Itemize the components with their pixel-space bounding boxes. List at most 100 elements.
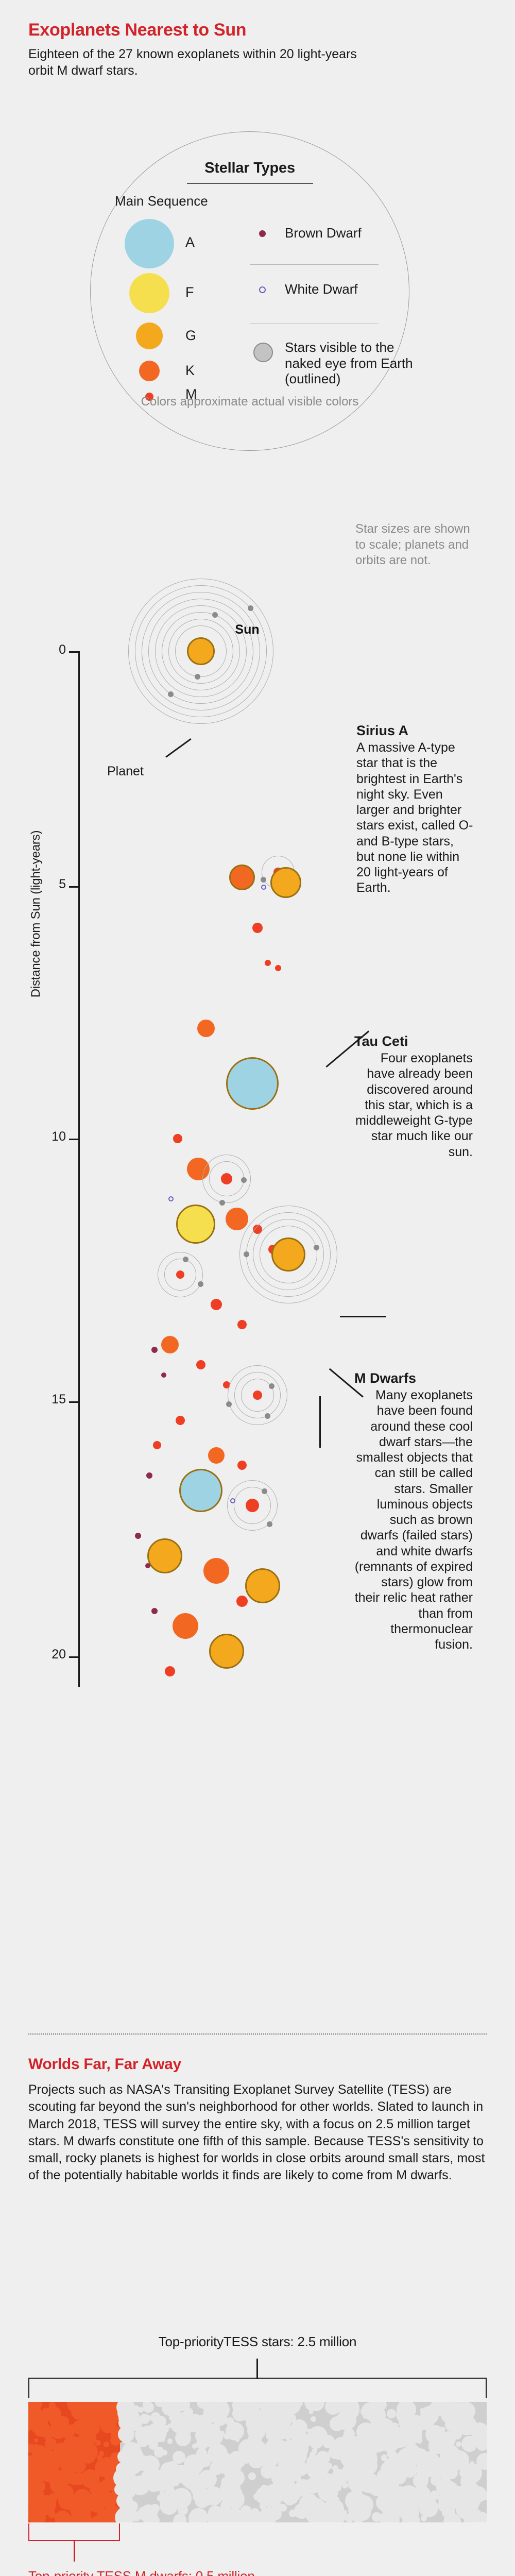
m-dwarf-bubble xyxy=(71,2473,82,2485)
star-bubble xyxy=(311,2416,316,2422)
star-bubble xyxy=(188,2510,205,2522)
star-bubble xyxy=(246,2409,258,2421)
star-bubble xyxy=(196,2437,209,2450)
tau-ceti-star-leader-line xyxy=(340,1316,386,1317)
star-bubble xyxy=(154,2402,165,2407)
outlined-star-icon xyxy=(253,343,273,362)
star-bubble xyxy=(420,2515,427,2522)
m-dwarf-bubble xyxy=(92,2515,105,2522)
m-dwarf-bubble xyxy=(37,2495,56,2515)
star-bubble xyxy=(174,2514,186,2522)
star-bubble xyxy=(265,2437,282,2454)
star-bubble xyxy=(304,2402,322,2412)
star-bubble xyxy=(476,2512,487,2522)
m-dwarf-bubble xyxy=(72,2419,88,2435)
m-dwarf-bubble xyxy=(89,2444,97,2452)
star-bubble xyxy=(124,2421,129,2426)
star-f xyxy=(176,1205,215,1244)
legend-item-brown-dwarf: Brown Dwarf xyxy=(250,219,409,273)
legend-item-a: A xyxy=(113,219,247,272)
star-bubble xyxy=(195,2493,210,2509)
m-dwarf-bubble xyxy=(102,2510,114,2521)
star-bubble xyxy=(447,2421,455,2430)
star-m xyxy=(265,959,271,966)
star-bubble xyxy=(371,2428,387,2444)
axis-tick-label-10: 10 xyxy=(52,1129,66,1144)
planet-label: Planet xyxy=(107,764,144,778)
axis-tick-label-15: 15 xyxy=(52,1392,66,1406)
star-bubble xyxy=(461,2435,478,2452)
m-dwarf-bubble xyxy=(105,2415,115,2425)
star-bubble xyxy=(442,2444,448,2451)
star-g-sun xyxy=(187,637,215,665)
star-bubble xyxy=(252,2507,258,2514)
star-m xyxy=(221,1173,232,1185)
legend-title-underline xyxy=(187,183,313,184)
footer-title: Worlds Far, Far Away xyxy=(28,2056,181,2073)
star-bubble xyxy=(254,2442,267,2454)
star-dot-m-icon xyxy=(145,393,153,401)
footer-body: Projects such as NASA's Transiting Exopl… xyxy=(28,2082,485,2183)
tess-bar xyxy=(28,2402,487,2522)
planet-dot xyxy=(226,1401,232,1408)
legend-letter-k: K xyxy=(185,363,195,378)
star-bubble xyxy=(272,2413,291,2432)
star-k xyxy=(203,1558,229,1584)
star-bubble xyxy=(197,2453,211,2467)
star-bubble xyxy=(396,2432,404,2439)
brown-dwarf-marker xyxy=(161,1372,166,1378)
brown-dwarf-marker xyxy=(151,1608,158,1615)
axis-tick-5 xyxy=(69,886,79,888)
star-bubble xyxy=(197,2402,210,2409)
tess-total-label: Top-priorityTESS stars: 2.5 million xyxy=(158,2334,357,2349)
m-dwarf-bubble xyxy=(35,2421,50,2437)
axis-tick-label-0: 0 xyxy=(59,642,66,657)
star-bubble xyxy=(307,2429,319,2442)
star-bubble xyxy=(364,2464,372,2473)
star-bubble xyxy=(423,2408,430,2415)
star-g xyxy=(209,1634,244,1669)
callout-tau-ceti-heading: Tau Ceti xyxy=(354,1033,408,1049)
legend-title: Stellar Types xyxy=(204,160,295,176)
star-g xyxy=(270,867,301,898)
legend-item-naked-eye: Stars visible to the naked eye from Eart… xyxy=(250,332,413,399)
star-bubble xyxy=(430,2490,440,2500)
white-dwarf-ring-icon xyxy=(259,286,266,293)
star-bubble xyxy=(159,2496,178,2515)
star-bubble xyxy=(279,2504,287,2512)
legend-letter-m: M xyxy=(185,386,197,402)
m-dwarf-bubble xyxy=(97,2455,102,2461)
star-m xyxy=(236,1595,248,1607)
star-bubble xyxy=(449,2490,468,2510)
star-bubble xyxy=(239,2505,252,2517)
orbit-ring xyxy=(239,1205,337,1303)
star-dot-a-icon xyxy=(125,219,174,268)
star-bubble xyxy=(388,2422,398,2432)
star-bubble xyxy=(224,2433,230,2439)
star-bubble xyxy=(475,2435,487,2448)
legend-label-naked-eye: Stars visible to the naked eye from Eart… xyxy=(285,340,413,387)
star-bubble xyxy=(284,2448,303,2466)
axis-tick-10 xyxy=(69,1139,79,1140)
star-bubble xyxy=(363,2412,369,2419)
star-bubble xyxy=(169,2414,176,2421)
m-dwarfs-leader-vertical xyxy=(319,1396,321,1448)
orbit-ring xyxy=(228,1365,287,1425)
m-dwarf-bubble xyxy=(64,2439,83,2459)
m-dwarf-bubble xyxy=(89,2415,101,2428)
star-bubble xyxy=(340,2447,362,2468)
star-m xyxy=(211,1299,222,1311)
m-dwarf-bubble xyxy=(107,2409,113,2415)
m-dwarf-bubble xyxy=(84,2403,99,2417)
m-dwarf-bubble xyxy=(104,2441,109,2447)
star-bubble xyxy=(456,2441,461,2447)
main-sequence-list: A F G K M xyxy=(113,219,247,409)
star-dot-k-icon xyxy=(139,361,160,381)
callout-sirius-a: Sirius A A massive A-type star that is t… xyxy=(356,723,475,896)
planet-dot xyxy=(266,1521,272,1527)
star-k xyxy=(173,1613,198,1639)
star-bubble xyxy=(167,2438,173,2444)
star-bubble xyxy=(167,2424,172,2428)
axis-tick-15 xyxy=(69,1401,79,1403)
star-bubble xyxy=(302,2482,313,2494)
